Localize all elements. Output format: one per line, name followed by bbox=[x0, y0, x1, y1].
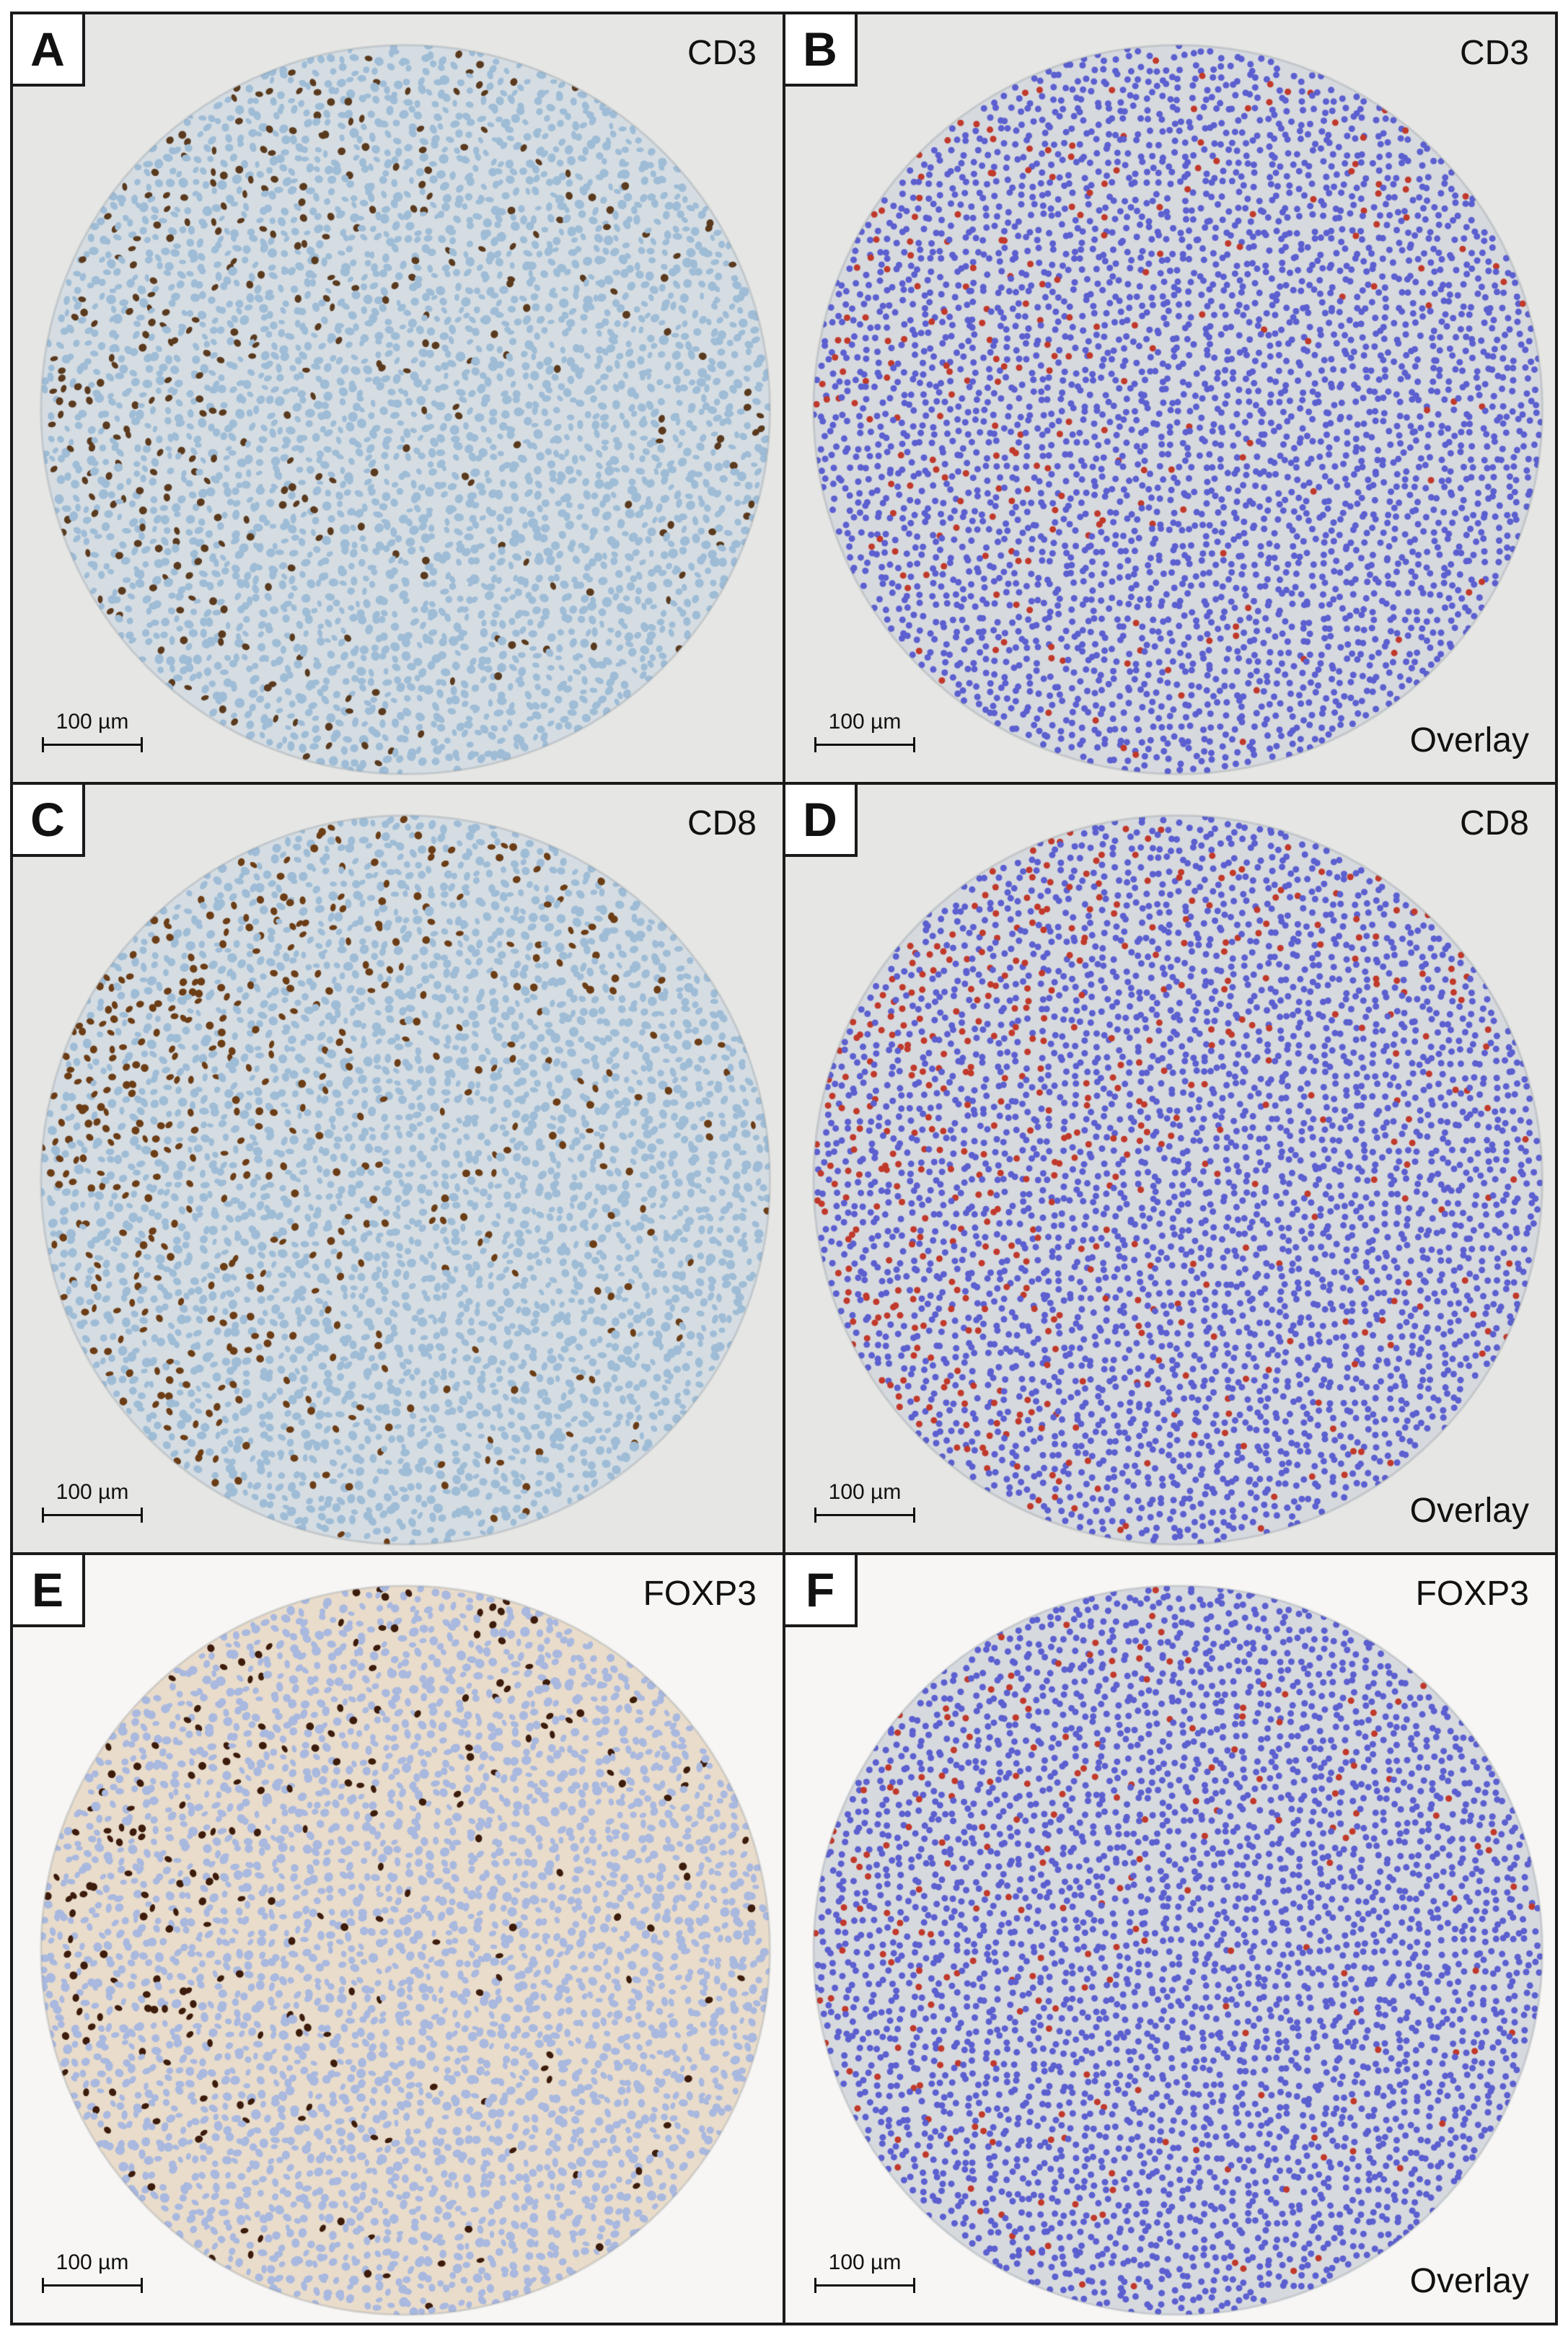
stain-label: CD3 bbox=[1459, 34, 1529, 72]
overlay-label: Overlay bbox=[1409, 1492, 1529, 1530]
scale-bar-label: 100 µm bbox=[56, 710, 129, 734]
tissue-image bbox=[13, 785, 783, 1552]
panel-letter: A bbox=[13, 14, 85, 87]
scale-bar-line bbox=[814, 737, 915, 752]
scale-bar-line bbox=[42, 1508, 143, 1523]
panel-d: D CD8 Overlay 100 µm bbox=[785, 785, 1555, 1552]
scale-bar-label: 100 µm bbox=[828, 710, 902, 734]
panel-c: C CD8 100 µm bbox=[13, 785, 783, 1552]
figure-grid: A CD3 100 µm B CD3 Overlay 100 µm C CD8 … bbox=[10, 12, 1558, 2325]
panel-letter: F bbox=[785, 1555, 858, 1627]
panel-a: A CD3 100 µm bbox=[13, 14, 783, 782]
scale-bar: 100 µm bbox=[814, 1480, 915, 1523]
scale-bar-line bbox=[814, 2278, 915, 2293]
scale-bar-line bbox=[814, 1508, 915, 1523]
tissue-overlay-image bbox=[785, 1555, 1555, 2323]
panel-letter: D bbox=[785, 785, 858, 857]
panel-f: F FOXP3 Overlay 100 µm bbox=[785, 1555, 1555, 2323]
panel-e: E FOXP3 100 µm bbox=[13, 1555, 783, 2323]
overlay-label: Overlay bbox=[1409, 721, 1529, 760]
stain-label: CD3 bbox=[687, 34, 757, 72]
stain-label: CD8 bbox=[687, 804, 757, 842]
panel-letter: E bbox=[13, 1555, 85, 1627]
scale-bar-line bbox=[42, 737, 143, 752]
scale-bar: 100 µm bbox=[42, 1480, 143, 1523]
panel-letter: B bbox=[785, 14, 858, 87]
scale-bar: 100 µm bbox=[42, 710, 143, 753]
scale-bar-label: 100 µm bbox=[56, 1480, 129, 1504]
panel-letter: C bbox=[13, 785, 85, 857]
scale-bar-label: 100 µm bbox=[56, 2250, 129, 2274]
tissue-overlay-image bbox=[785, 14, 1555, 782]
stain-label: FOXP3 bbox=[1415, 1575, 1529, 1613]
scale-bar: 100 µm bbox=[42, 2250, 143, 2294]
scale-bar: 100 µm bbox=[814, 710, 915, 753]
tissue-overlay-image bbox=[785, 785, 1555, 1552]
scale-bar-line bbox=[42, 2278, 143, 2293]
stain-label: FOXP3 bbox=[643, 1575, 757, 1613]
scale-bar-label: 100 µm bbox=[828, 2250, 902, 2274]
stain-label: CD8 bbox=[1459, 804, 1529, 842]
panel-b: B CD3 Overlay 100 µm bbox=[785, 14, 1555, 782]
overlay-label: Overlay bbox=[1409, 2262, 1529, 2300]
scale-bar-label: 100 µm bbox=[828, 1480, 902, 1504]
scale-bar: 100 µm bbox=[814, 2250, 915, 2294]
tissue-image bbox=[13, 14, 783, 782]
tissue-image bbox=[13, 1555, 783, 2323]
